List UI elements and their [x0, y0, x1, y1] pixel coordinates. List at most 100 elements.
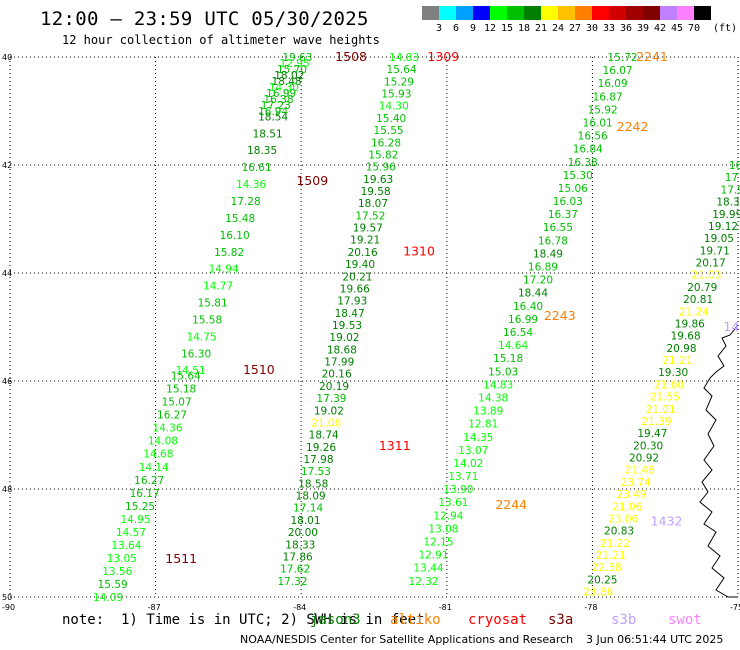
scale-swatch	[473, 6, 490, 20]
wave-height-value: 19.57	[353, 223, 383, 235]
wave-height-value: 18.01	[290, 515, 320, 527]
generation-timestamp: 3 Jun 06:51:44 UTC 2025	[586, 633, 724, 646]
lon-tick-label: -90	[2, 603, 15, 612]
wave-height-value: 21.60	[654, 379, 684, 391]
wave-height-value: 14.30	[269, 82, 299, 94]
wave-height-value: 12.95	[280, 58, 310, 70]
wave-height-value: 20.30	[633, 440, 663, 452]
wave-height-value: 17.28	[231, 196, 261, 208]
wave-height-value: 15.64	[387, 64, 417, 76]
wave-height-value: 23.49	[617, 489, 647, 501]
wave-height-value: 21.22	[600, 538, 630, 550]
lon-tick-label: -78	[584, 603, 597, 612]
scale-swatch	[439, 6, 456, 20]
wave-height-value: 16.07	[603, 65, 633, 77]
wave-height-value: 18.47	[335, 308, 365, 320]
wave-height-value: 16.38	[263, 94, 293, 106]
wave-height-value: 12.15	[423, 537, 453, 549]
wave-height-value: 17.62	[280, 564, 310, 576]
wave-height-value: 14.36	[152, 423, 182, 435]
wave-height-value: 20.92	[629, 453, 659, 465]
wave-height-value: 14.57	[116, 527, 146, 539]
pass-number-label: 143	[723, 319, 740, 334]
wave-height-value: 19.02	[329, 332, 359, 344]
pass-number-label: 1309	[427, 49, 459, 64]
wave-height-value: 17.99	[324, 357, 354, 369]
scale-swatch	[677, 6, 694, 20]
wave-height-value: 15.82	[214, 247, 244, 259]
wave-height-value: 15.30	[563, 170, 593, 182]
scale-swatch	[660, 6, 677, 20]
wave-height-value: 16.99	[508, 314, 538, 326]
wave-height-value: 13.71	[448, 471, 478, 483]
wave-height-value: 23.06	[608, 513, 638, 525]
wave-height-value: 21.21	[596, 550, 626, 562]
scale-label: 9	[469, 23, 477, 34]
wave-height-value: 16.78	[538, 235, 568, 247]
wave-height-value: 12.91	[418, 550, 448, 562]
wave-height-value: 15.40	[376, 113, 406, 125]
wave-height-value: 17.86	[283, 551, 313, 563]
wave-height-value: 15.70	[277, 64, 307, 76]
wave-height-value: 23.74	[621, 477, 651, 489]
pass-number-label: 1508	[335, 49, 367, 64]
wave-height-value: 13.44	[414, 563, 444, 575]
satellite-legend-cryosat: cryosat	[468, 612, 528, 628]
wave-height-value: 17.9	[721, 184, 740, 196]
wave-height-value: 16.84	[573, 144, 603, 156]
satellite-legend-swot: swot	[668, 612, 702, 628]
wave-height-value: 15.82	[368, 149, 398, 161]
scale-label: 42	[653, 23, 667, 34]
wave-height-value: 16.03	[553, 196, 583, 208]
satellite-legend-jason3: jason3	[310, 612, 361, 628]
wave-height-value: 15.18	[166, 384, 196, 396]
wave-height-value: 19.86	[675, 318, 705, 330]
wave-height-value: 21.55	[650, 392, 680, 404]
wave-height-value: 18.33	[285, 539, 315, 551]
wave-height-value: 14.68	[143, 449, 173, 461]
scale-swatch	[541, 6, 558, 20]
wave-height-value: 15.96	[366, 162, 396, 174]
wave-height-value: 15.06	[558, 183, 588, 195]
pass-number-label: 1510	[243, 362, 275, 377]
wave-height-value: 16.87	[593, 91, 623, 103]
wave-height-value: 14.51	[176, 365, 206, 377]
scale-swatch	[558, 6, 575, 20]
wave-height-value: 18.68	[327, 344, 357, 356]
wave-height-value: 20.79	[687, 282, 717, 294]
wave-height-value: 21.01	[646, 404, 676, 416]
wave-height-value: 15.07	[162, 397, 192, 409]
wave-height-value: 17.32	[277, 576, 307, 588]
wave-height-value: 17.20	[523, 275, 553, 287]
wave-height-value: 18.74	[309, 430, 339, 442]
wave-height-value: 14.64	[498, 340, 528, 352]
wave-height-value: 16	[729, 160, 740, 172]
scale-swatch	[422, 6, 439, 20]
wave-height-value: 18.51	[253, 128, 283, 140]
wave-height-value: 18.44	[518, 288, 548, 300]
pass-number-label: 2242	[617, 119, 649, 134]
scale-label: 36	[619, 23, 633, 34]
lat-tick-label: 50	[2, 593, 12, 602]
wave-height-value: 17	[725, 172, 738, 184]
scale-label: 24	[551, 23, 565, 34]
wave-height-value: 18.58	[298, 478, 328, 490]
wave-height-value: 19.63	[282, 52, 312, 64]
pass-number-label: 1511	[165, 551, 197, 566]
wave-height-value: 12.81	[468, 419, 498, 431]
lon-tick-label: -84	[293, 603, 306, 612]
wave-height-value: 16.56	[578, 131, 608, 143]
wave-height-value: 19.02	[314, 405, 344, 417]
wave-height-value: 14.75	[187, 331, 217, 343]
wave-height-value: 14.36	[236, 179, 266, 191]
pass-number-label: 1509	[296, 173, 328, 188]
pass-number-label: 2241	[636, 49, 668, 64]
pass-number-label: 1432	[651, 513, 683, 528]
wave-height-value: 13.56	[102, 566, 132, 578]
wave-height-value: 20.16	[348, 247, 378, 259]
wave-height-value: 16.28	[371, 137, 401, 149]
wave-height-value: 13.89	[473, 406, 503, 418]
wave-height-value: 20.25	[587, 574, 617, 586]
wave-height-value: 19.26	[306, 442, 336, 454]
scale-label: 33	[602, 23, 616, 34]
